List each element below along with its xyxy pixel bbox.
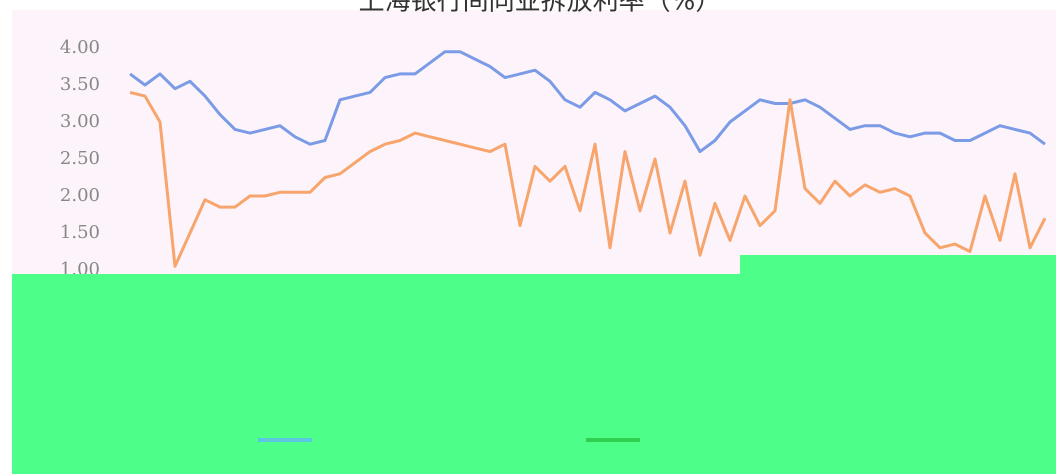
series-line (129, 50, 1046, 154)
series-line (129, 90, 1047, 268)
y-tick-label: 2.00 (60, 185, 100, 206)
plot-area: 1.001.502.002.503.003.504.00 (60, 37, 1047, 280)
occlusion (740, 255, 1056, 277)
y-tick-label: 2.50 (60, 148, 100, 169)
plot-background (12, 10, 1056, 280)
y-tick-label: 1.50 (60, 222, 100, 243)
chart-title: 上海银行间同业拆放利率（%） (359, 0, 722, 17)
y-tick-label: 3.00 (60, 111, 100, 132)
y-tick-label: 4.00 (60, 37, 100, 58)
occlusion (12, 274, 1056, 474)
y-tick-label: 3.50 (60, 74, 100, 95)
